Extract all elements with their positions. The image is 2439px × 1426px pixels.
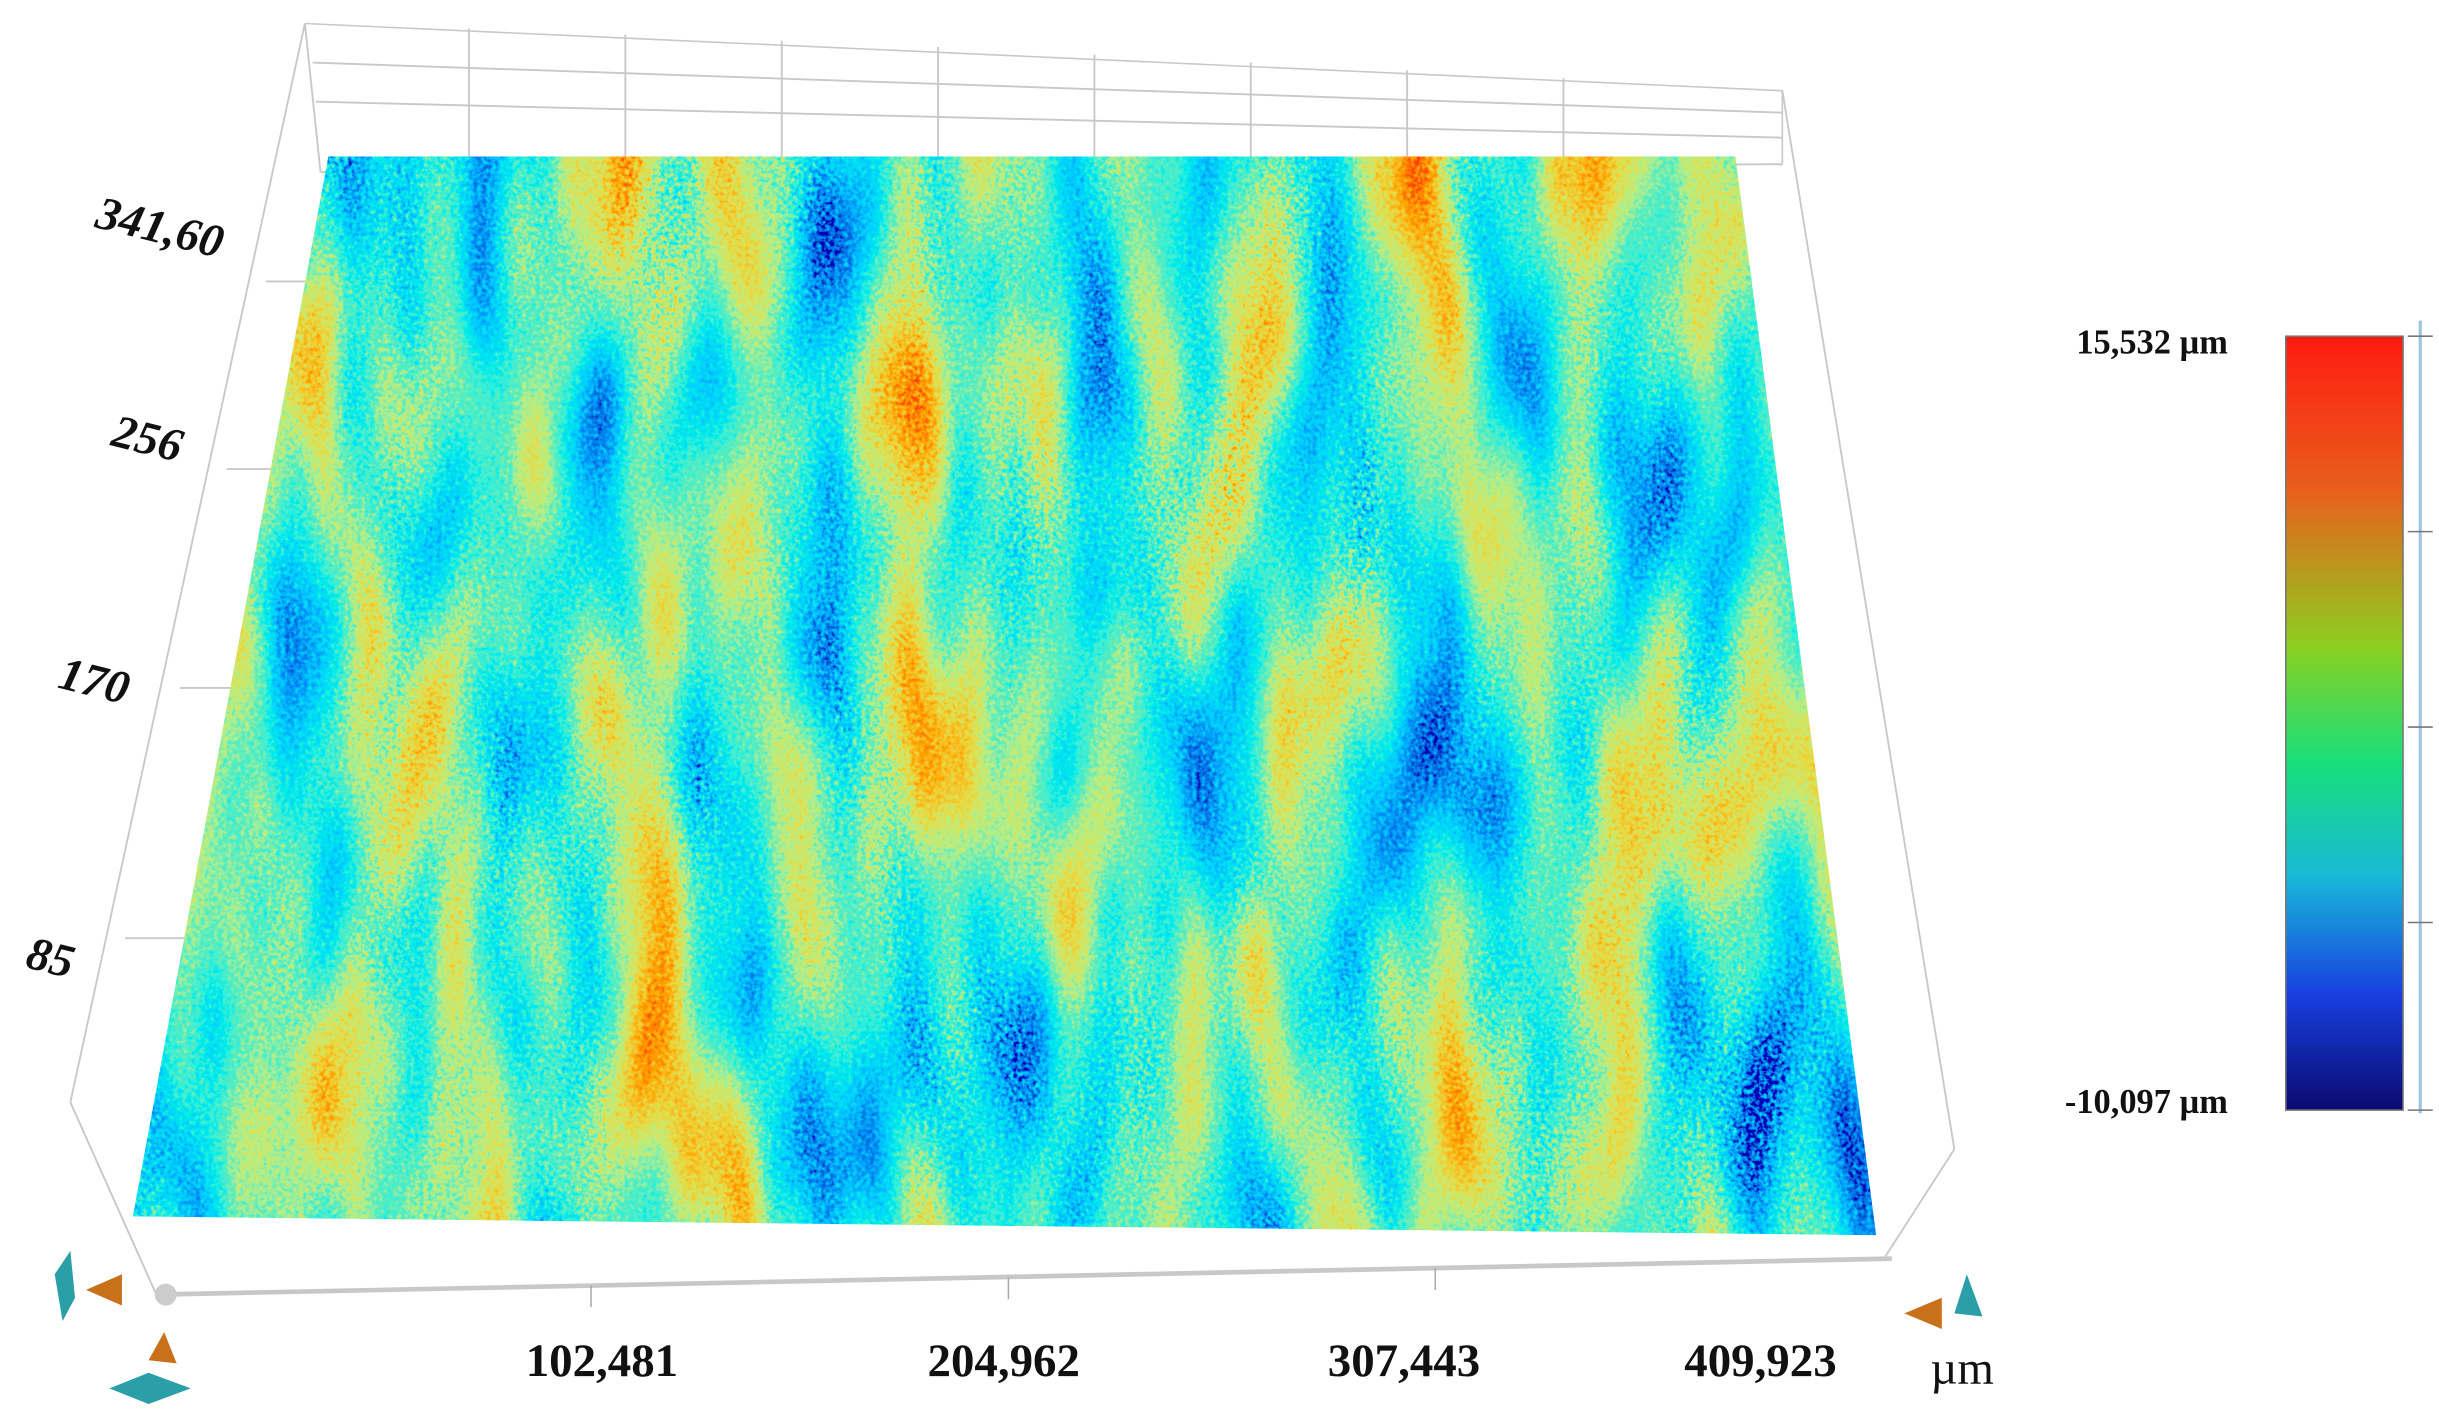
x-tick-label: 307,443 <box>1328 1335 1480 1387</box>
x-unit: µm <box>1930 1343 1994 1395</box>
x-tick-label: 409,923 <box>1684 1335 1836 1387</box>
rotate-icon[interactable] <box>54 1250 76 1322</box>
rotate-icon[interactable] <box>148 1332 177 1364</box>
rotate-icon[interactable] <box>109 1372 191 1405</box>
x-axis-line <box>156 1256 1892 1297</box>
y-tick-label: 341,60 <box>90 187 229 269</box>
rotate-icon[interactable] <box>1904 1297 1942 1330</box>
colorbar-gradient <box>2284 335 2404 1111</box>
height-map <box>132 156 1877 1236</box>
nav-icons <box>54 1250 1983 1405</box>
colorbar-max-label: 15,532 µm <box>2076 323 2228 361</box>
x-tick-label: 204,962 <box>928 1335 1080 1387</box>
origin <box>154 1283 177 1306</box>
rotate-icon[interactable] <box>85 1274 122 1306</box>
rotate-icon[interactable] <box>1954 1274 1983 1317</box>
y-tick-label: 85 <box>21 927 79 989</box>
colorbar: 15,532 µm -10,097 µm <box>2065 320 2433 1121</box>
x-tick-label: 102,481 <box>526 1335 678 1387</box>
y-tick-label: 170 <box>54 648 135 715</box>
colorbar-min-label: -10,097 µm <box>2065 1083 2228 1121</box>
y-tick-label: 256 <box>106 405 188 473</box>
